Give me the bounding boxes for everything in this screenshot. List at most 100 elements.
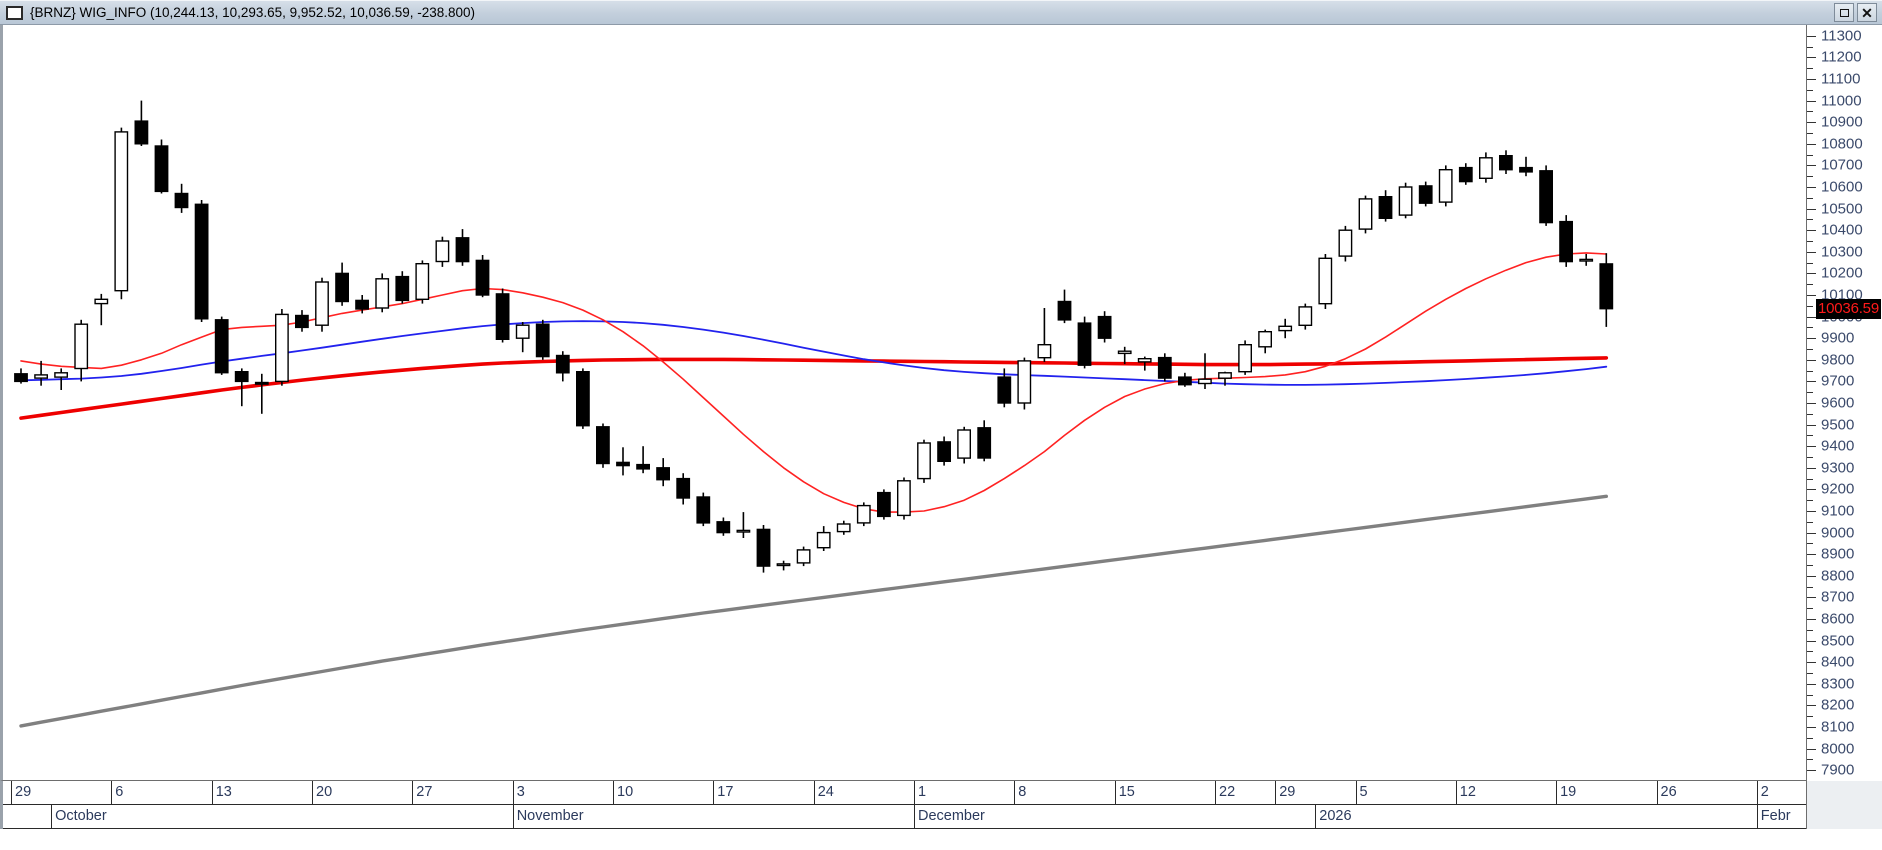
price-tick xyxy=(1807,295,1816,296)
date-tick-separator xyxy=(1455,781,1457,805)
price-tick-minor xyxy=(1807,565,1813,566)
price-tick-label: 8000 xyxy=(1821,740,1855,758)
price-tick-label: 10500 xyxy=(1821,200,1863,218)
date-tick-label: 27 xyxy=(416,784,433,800)
date-tick-separator xyxy=(1014,781,1016,805)
price-tick-label: 10200 xyxy=(1821,264,1863,282)
price-tick xyxy=(1807,511,1816,512)
price-tick-label: 10900 xyxy=(1821,113,1863,131)
candlestick-canvas xyxy=(14,100,1614,728)
price-tick xyxy=(1807,770,1816,772)
price-tick-minor xyxy=(1807,737,1813,739)
price-tick-minor xyxy=(1807,716,1813,718)
price-tick xyxy=(1807,187,1816,188)
price-tick-minor xyxy=(1807,413,1813,415)
price-tick-minor xyxy=(1807,521,1813,523)
price-tick-label: 9000 xyxy=(1821,524,1855,542)
price-axis[interactable]: 11300 11200 11100 11000 10900 10800 10700 10600… xyxy=(1806,25,1882,781)
price-tick xyxy=(1807,316,1816,318)
price-tick-label: 9300 xyxy=(1821,459,1855,477)
price-tick xyxy=(1807,640,1816,642)
chart-plot-area[interactable] xyxy=(0,25,1806,781)
price-tick xyxy=(1807,122,1816,124)
date-tick-separator xyxy=(211,781,213,805)
price-tick-label: 8300 xyxy=(1821,675,1855,693)
price-tick xyxy=(1807,662,1816,664)
date-tick-separator xyxy=(1556,781,1558,805)
month-tick-separator xyxy=(1756,805,1758,829)
price-tick-minor xyxy=(1807,262,1813,264)
date-tick-separator xyxy=(111,781,113,805)
price-tick xyxy=(1807,143,1816,145)
date-tick-label: 15 xyxy=(1118,784,1135,800)
month-tick-label: 2026 xyxy=(1319,808,1352,824)
price-tick-minor xyxy=(1807,133,1813,134)
date-tick-label: 29 xyxy=(1279,784,1296,800)
date-tick-label: 12 xyxy=(1459,784,1476,800)
date-tick-separator xyxy=(512,781,514,805)
price-tick-label: 8900 xyxy=(1821,545,1855,563)
price-tick-minor xyxy=(1807,46,1813,48)
maximize-button[interactable] xyxy=(1834,3,1854,22)
price-tick-label: 8100 xyxy=(1821,718,1855,736)
month-tick-separator xyxy=(51,805,53,829)
month-tick-label: October xyxy=(55,808,107,824)
date-tick-label: 26 xyxy=(1660,784,1677,800)
price-tick xyxy=(1807,359,1816,361)
date-axis-days: 29 6 13 20 27 3 10 17 24 1 8 15 22 29 5 12 19 26 2 xyxy=(3,781,1806,805)
date-tick-label: 24 xyxy=(817,784,834,800)
maximize-icon xyxy=(1839,8,1849,17)
price-tick xyxy=(1807,424,1816,426)
date-tick-separator xyxy=(613,781,614,805)
price-tick xyxy=(1807,35,1816,37)
date-axis-months: October November December 2026 Febr xyxy=(3,805,1806,829)
price-tick xyxy=(1807,683,1816,685)
price-tick xyxy=(1807,748,1816,750)
price-tick xyxy=(1807,467,1816,469)
ma-long-line xyxy=(19,356,1609,420)
window-title: {BRNZ} WIG_INFO (10,244.13, 10,293.65, 9… xyxy=(30,5,476,20)
date-tick-separator xyxy=(1215,781,1216,805)
chart-window-icon xyxy=(6,5,23,20)
price-tick xyxy=(1807,338,1816,340)
price-tick-minor xyxy=(1807,111,1813,113)
price-tick-minor xyxy=(1807,241,1813,242)
price-tick-label: 11300 xyxy=(1821,27,1862,45)
date-tick-separator xyxy=(412,781,414,805)
date-tick-separator xyxy=(914,781,915,805)
date-tick-label: 22 xyxy=(1219,784,1236,800)
price-tick-minor xyxy=(1807,694,1813,696)
last-price-marker: 10036.59 xyxy=(1816,298,1881,319)
date-tick-label: 29 xyxy=(15,784,32,800)
date-tick-separator xyxy=(1656,781,1658,805)
price-tick-label: 9700 xyxy=(1821,372,1855,390)
price-tick-label: 8600 xyxy=(1821,610,1855,628)
close-button[interactable]: ✕ xyxy=(1857,3,1877,22)
price-tick xyxy=(1807,554,1816,556)
price-tick-label: 9400 xyxy=(1821,437,1855,455)
price-tick xyxy=(1807,705,1816,707)
price-tick-minor xyxy=(1807,759,1813,761)
date-tick-separator xyxy=(1275,781,1277,805)
price-tick-label: 10400 xyxy=(1821,221,1863,239)
price-tick-minor xyxy=(1807,500,1813,502)
month-tick-label: December xyxy=(918,808,985,824)
month-tick-label: November xyxy=(516,808,584,824)
price-tick-label: 11200 xyxy=(1821,48,1862,66)
date-tick-label: 17 xyxy=(717,784,734,800)
date-tick-label: 2 xyxy=(1760,784,1769,800)
date-axis[interactable]: 29 6 13 20 27 3 10 17 24 1 8 15 22 29 5 12 19 26 2 October… xyxy=(0,781,1806,829)
price-tick-minor xyxy=(1807,629,1813,631)
price-tick xyxy=(1807,79,1816,80)
price-tick-label: 8700 xyxy=(1821,588,1855,606)
price-tick-label: 8200 xyxy=(1821,696,1855,714)
date-tick-separator xyxy=(813,781,815,805)
price-tick-minor xyxy=(1807,608,1813,610)
price-tick xyxy=(1807,273,1816,275)
price-tick-label: 11100 xyxy=(1821,70,1861,88)
price-tick-minor xyxy=(1807,176,1813,178)
price-tick xyxy=(1807,230,1816,232)
price-tick xyxy=(1807,619,1816,620)
ma-very-long-line xyxy=(19,494,1609,728)
